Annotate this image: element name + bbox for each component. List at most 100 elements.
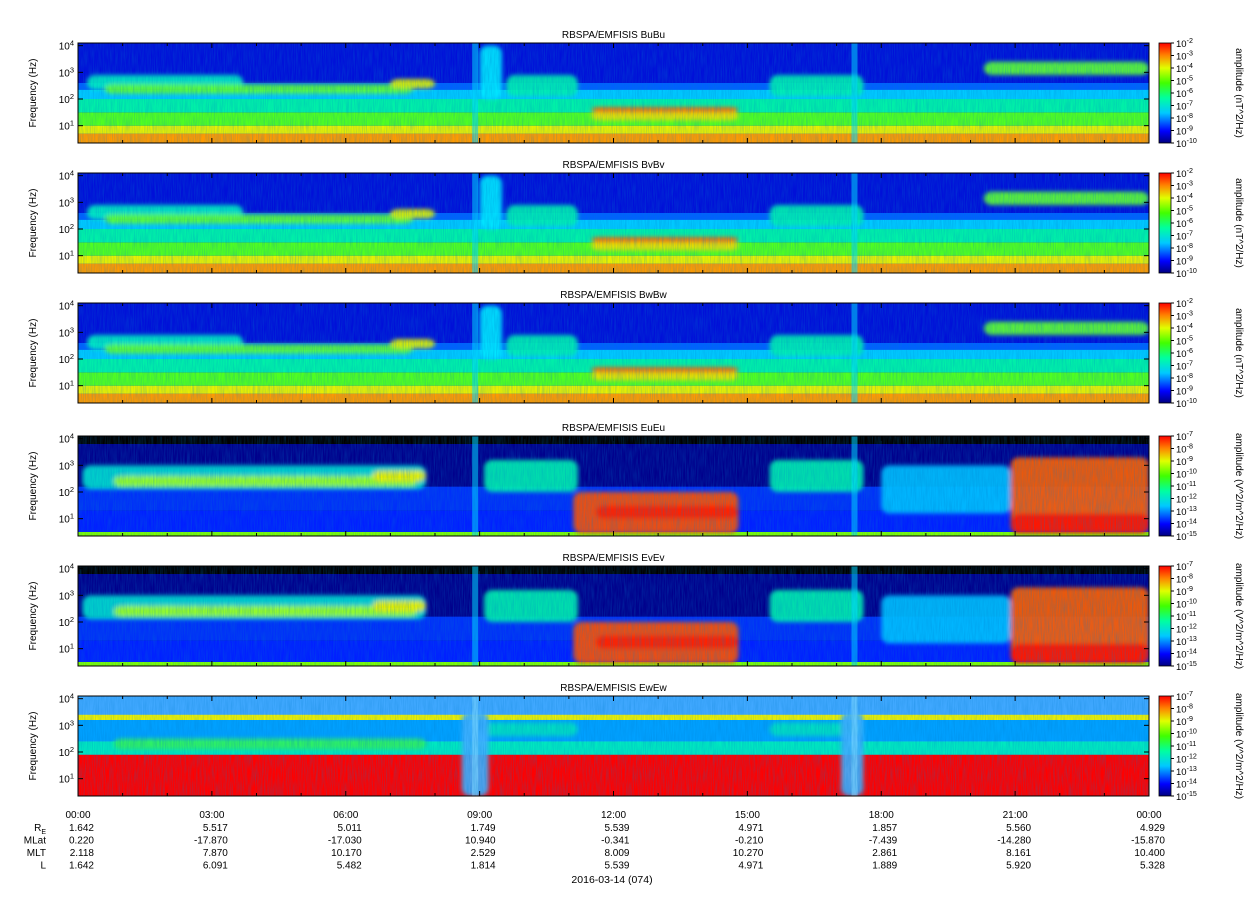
colorbar-tick-label: 10-13 [1176,765,1197,778]
colorbar-tick-label: 10-7 [1176,360,1193,373]
colorbar-tick-label: 10-2 [1176,37,1193,50]
ephemeris-value: 5.328 [1140,861,1165,872]
ephemeris-row-label: RE [34,823,46,836]
y-tick-label: 103 [59,325,74,339]
panel-title: RBSPA/EMFISIS BuBu [562,30,665,41]
colorbar-label: amplitude (nT^2/Hz) [1233,48,1244,138]
y-tick-label: 104 [59,432,74,446]
ephemeris-row-label: MLat [24,836,46,847]
y-tick-label: 101 [59,512,74,526]
y-tick-label: 104 [59,299,74,313]
colorbar-label: amplitude (nT^2/Hz) [1233,178,1244,268]
colorbar-tick-label: 10-15 [1176,790,1197,803]
colorbar-tick-label: 10-8 [1176,242,1193,255]
ephemeris-value: 1.749 [471,823,496,834]
colorbar-tick-label: 10-14 [1176,778,1197,791]
colorbar-tick-label: 10-10 [1176,397,1197,410]
x-tick-label: 18:00 [869,810,894,821]
colorbar-tick-label: 10-6 [1176,217,1193,230]
ephemeris-value: 4.971 [738,823,763,834]
colorbar: 10-1510-1410-1310-1210-1110-1010-910-810… [1158,560,1244,673]
ephemeris-value: 1.642 [69,823,94,834]
colorbar-tick-label: 10-11 [1176,740,1196,753]
colorbar-tick-label: 10-9 [1176,255,1193,268]
colorbar-tick-label: 10-6 [1176,87,1193,100]
ephemeris-value: 4.971 [738,861,763,872]
colorbar-tick-label: 10-10 [1176,728,1197,741]
colorbar-tick-label: 10-10 [1176,267,1197,280]
spectrogram-panel: RBSPA/EMFISIS BvBv Frequency (Hz) 101 102 10… [28,160,1244,280]
y-tick-label: 103 [59,458,74,472]
y-tick-label: 104 [59,692,74,706]
colorbar-tick-label: 10-8 [1176,112,1193,125]
ephemeris-value: 5.539 [604,861,629,872]
x-tick-label: 06:00 [333,810,358,821]
colorbar-tick-label: 10-5 [1176,335,1193,348]
colorbar-tick-label: 10-2 [1176,297,1193,310]
ephemeris-value: 2.118 [70,848,95,859]
ephemeris-value: 4.929 [1140,823,1165,834]
ephemeris-value: -0.210 [735,836,764,847]
colorbar-tick-label: 10-5 [1176,205,1193,218]
colorbar-tick-label: 10-7 [1176,100,1193,113]
colorbar-tick-label: 10-6 [1176,347,1193,360]
colorbar-tick-label: 10-9 [1176,385,1193,398]
colorbar-tick-label: 10-10 [1176,598,1197,611]
colorbar-tick-label: 10-7 [1176,430,1193,443]
time-axis: 00:00 03:00 06:00 09:00 12:00 15:00 18:00 21:00… [65,810,1161,821]
ephemeris-value: 5.011 [337,823,362,834]
ephemeris-value: 1.642 [69,861,94,872]
ephemeris-value: 0.220 [69,836,94,847]
colorbar-tick-label: 10-7 [1176,230,1193,243]
colorbar-label: amplitude (V^2/m^2/Hz) [1233,693,1244,799]
x-tick-label: 21:00 [1003,810,1028,821]
colorbar-tick-label: 10-7 [1176,560,1193,573]
x-tick-label: 00:00 [1136,810,1161,821]
y-axis-label: Frequency (Hz) [28,712,39,781]
colorbar-label: amplitude (V^2/m^2/Hz) [1233,563,1244,669]
spectrogram-image [78,303,1149,403]
y-tick-label: 101 [59,379,74,393]
ephemeris-value: -14.280 [997,836,1031,847]
ephemeris-value: -7.439 [869,836,898,847]
y-tick-label: 101 [59,249,74,263]
ephemeris-table: RE 1.642 5.517 5.011 1.749 5.539 4.971 1.857 5.5… [24,823,1166,872]
ephemeris-value: 5.482 [337,861,362,872]
colorbar-tick-label: 10-11 [1176,480,1196,493]
y-tick-label: 104 [59,169,74,183]
ephemeris-value: 10.170 [331,848,362,859]
y-tick-label: 101 [59,642,74,656]
colorbar-tick-label: 10-5 [1176,75,1193,88]
y-axis-label: Frequency (Hz) [28,319,39,388]
date-label: 2016-03-14 (074) [571,874,652,886]
colorbar-tick-label: 10-4 [1176,62,1193,75]
y-tick-label: 104 [59,562,74,576]
ephemeris-row-label: L [40,861,46,872]
y-tick-label: 103 [59,65,74,79]
y-tick-label: 102 [59,485,74,499]
colorbar: 10-1510-1410-1310-1210-1110-1010-910-810… [1158,430,1244,543]
x-tick-label: 03:00 [199,810,224,821]
spectrogram-image [78,566,1149,666]
colorbar-tick-label: 10-4 [1176,322,1193,335]
colorbar-label: amplitude (nT^2/Hz) [1233,308,1244,398]
colorbar-tick-label: 10-3 [1176,180,1193,193]
colorbar-tick-label: 10-3 [1176,50,1193,63]
ephemeris-value: 1.814 [471,861,496,872]
panel-title: RBSPA/EMFISIS EvEv [562,553,664,564]
panel-title: RBSPA/EMFISIS BvBv [562,160,664,171]
colorbar-tick-label: 10-10 [1176,468,1197,481]
colorbar-tick-label: 10-9 [1176,455,1193,468]
colorbar-tick-label: 10-12 [1176,623,1197,636]
colorbar-tick-label: 10-8 [1176,573,1193,586]
spectrogram-panel: RBSPA/EMFISIS EvEv Frequency (Hz) 101 102 10… [28,553,1244,673]
colorbar-tick-label: 10-8 [1176,372,1193,385]
colorbar-tick-label: 10-12 [1176,753,1197,766]
spectrogram-panel: RBSPA/EMFISIS BuBu Frequency (Hz) 101 102 10… [28,30,1244,150]
y-tick-label: 102 [59,745,74,759]
colorbar-tick-label: 10-9 [1176,585,1193,598]
ephemeris-value: -17.870 [194,836,228,847]
y-tick-label: 102 [59,615,74,629]
